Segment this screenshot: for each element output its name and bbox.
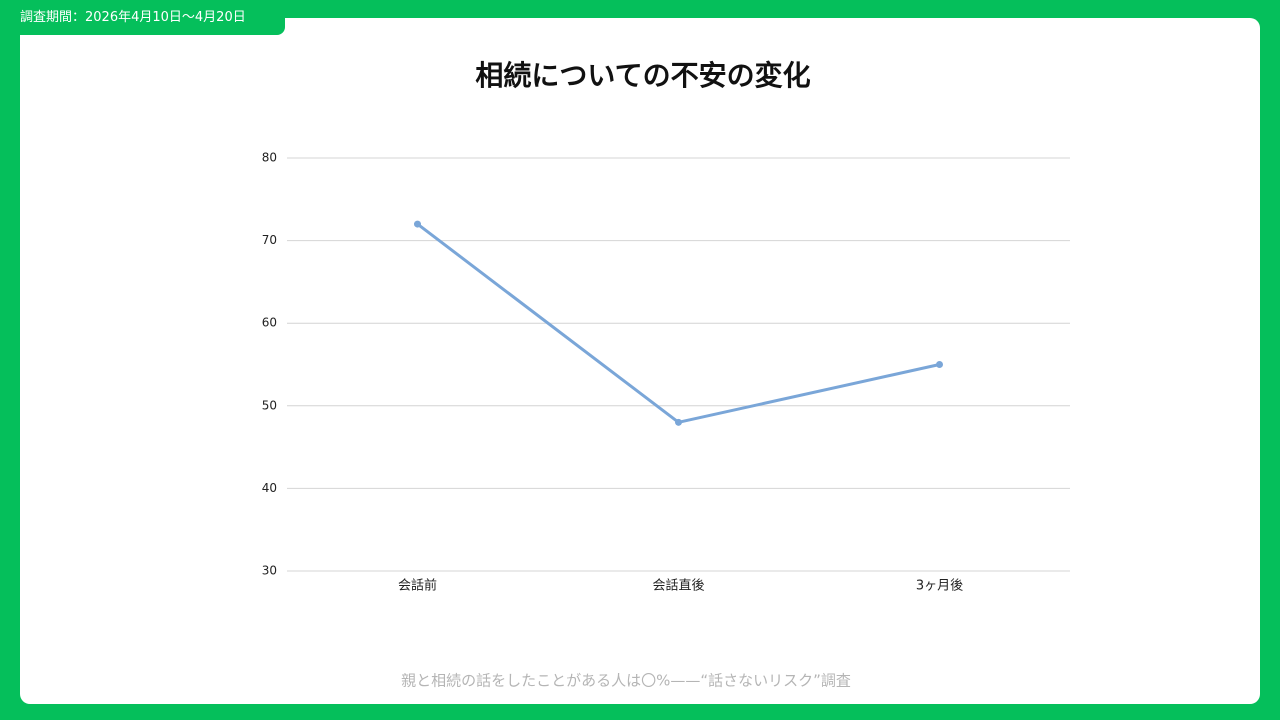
y-tick-label: 70 [262,233,277,247]
x-tick-label: 会話直後 [652,578,704,594]
x-tick-label: 会話前 [398,578,437,594]
x-tick-label: 3ヶ月後 [916,579,963,594]
data-point [414,220,421,228]
data-point [936,361,943,368]
y-tick-label: 30 [262,564,277,578]
y-tick-label: 50 [262,398,277,412]
chart-title: 相続についての不安の変化 [475,59,810,92]
data-point [675,418,682,426]
y-tick-label: 40 [262,481,277,495]
panel [20,18,1260,704]
y-tick-label: 80 [262,151,277,165]
survey-period: 調査期間：2026年4月10日〜4月20日 [0,0,285,35]
y-tick-label: 60 [262,316,277,330]
footer: 親と相続の話をしたことがある人は〇%——“話さないリスク”調査 [401,672,851,690]
